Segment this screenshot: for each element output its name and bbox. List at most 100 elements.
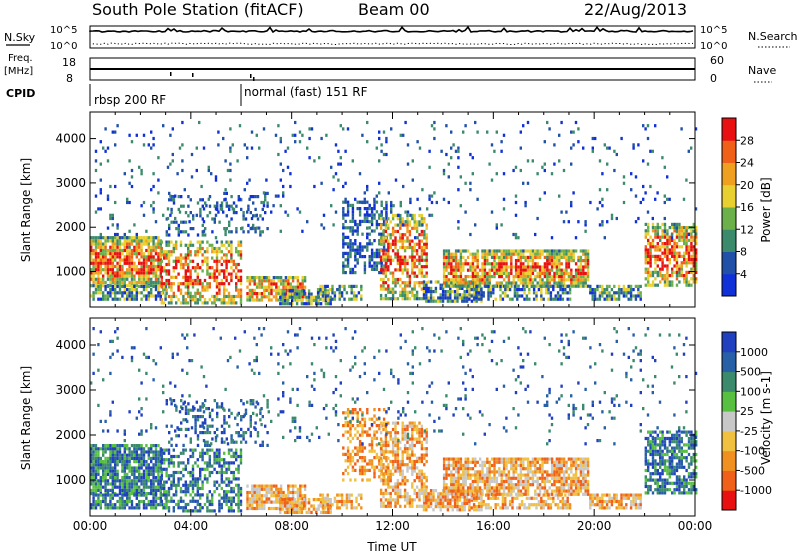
heatmap-cell: [230, 434, 233, 438]
heatmap-cell: [312, 295, 316, 299]
heatmap-cell: [589, 288, 592, 292]
heatmap-cell: [666, 197, 669, 201]
heatmap-cell: [217, 130, 220, 134]
heatmap-cell: [118, 482, 122, 486]
heatmap-cell: [675, 232, 679, 236]
heatmap-cell: [666, 235, 669, 239]
heatmap-cell: [690, 245, 693, 249]
heatmap-cell: [94, 482, 98, 486]
heatmap-cell: [361, 255, 364, 259]
heatmap-cell: [208, 424, 212, 428]
heatmap-cell: [656, 245, 659, 249]
heatmap-cell: [344, 235, 347, 239]
heatmap-cell: [254, 195, 257, 199]
heatmap-cell: [213, 301, 216, 305]
heatmap-cell: [220, 243, 223, 247]
heatmap-cell: [270, 494, 273, 498]
heatmap-cell: [265, 178, 268, 182]
heatmap-cell: [420, 255, 424, 259]
heatmap-cell: [114, 245, 117, 249]
heatmap-cell: [483, 278, 487, 282]
heatmap-cell: [656, 226, 659, 230]
heatmap-cell: [109, 506, 112, 510]
heatmap-cell: [680, 238, 683, 242]
heatmap-cell: [154, 258, 158, 262]
heatmap-cell: [516, 284, 519, 288]
heatmap-cell: [187, 214, 190, 218]
heatmap-cell: [235, 477, 238, 481]
heatmap-cell: [92, 258, 95, 262]
heatmap-cell: [225, 496, 228, 500]
heatmap-cell: [171, 127, 174, 131]
heatmap-cell: [130, 450, 134, 454]
heatmap-cell: [196, 291, 199, 295]
heatmap-cell: [596, 207, 599, 211]
heatmap-cell: [401, 220, 404, 224]
heatmap-cell: [157, 294, 160, 298]
heatmap-cell: [375, 264, 379, 268]
heatmap-cell: [574, 236, 578, 240]
heatmap-cell: [637, 143, 640, 147]
heatmap-cell: [301, 285, 304, 289]
heatmap-cell: [526, 275, 530, 279]
heatmap-cell: [102, 284, 105, 288]
heatmap-cell: [145, 444, 148, 448]
heatmap-cell: [99, 252, 102, 256]
heatmap-cell: [111, 213, 114, 217]
heatmap-cell: [671, 254, 674, 258]
heatmap-cell: [279, 298, 283, 302]
heatmap-cell: [246, 494, 249, 498]
heatmap-cell: [106, 239, 110, 243]
heatmap-cell: [211, 496, 214, 500]
heatmap-cell: [480, 288, 483, 292]
heatmap-cell: [187, 278, 190, 283]
heatmap-cell: [128, 460, 131, 464]
heatmap-cell: [123, 288, 126, 292]
heatmap-cell: [301, 279, 304, 283]
heatmap-cell: [275, 484, 278, 488]
heatmap-cell: [500, 281, 503, 285]
heatmap-cell: [270, 279, 273, 283]
heatmap-cell: [644, 191, 647, 195]
heatmap-cell: [519, 268, 523, 272]
heatmap-cell: [175, 256, 178, 260]
heatmap-cell: [661, 235, 664, 239]
heatmap-cell: [685, 280, 688, 284]
heatmap-cell: [99, 248, 102, 253]
heatmap-cell: [423, 233, 426, 237]
heatmap-cell: [568, 297, 572, 301]
heatmap-cell: [255, 506, 259, 511]
heatmap-cell: [403, 258, 407, 262]
heatmap-cell: [90, 252, 93, 256]
heatmap-cell: [366, 248, 369, 252]
heatmap-cell: [106, 506, 110, 510]
heatmap-cell: [184, 278, 187, 283]
heatmap-cell: [666, 238, 669, 242]
heatmap-cell: [166, 165, 170, 169]
heatmap-cell: [391, 274, 395, 278]
heatmap-cell: [235, 227, 238, 231]
heatmap-cell: [465, 299, 469, 303]
heatmap-cell: [94, 242, 98, 246]
heatmap-cell: [379, 242, 383, 246]
heatmap-cell: [237, 502, 240, 507]
heatmap-cell: [368, 203, 371, 207]
heatmap-cell: [147, 252, 150, 256]
heatmap-cell: [133, 288, 136, 292]
heatmap-cell: [133, 248, 136, 253]
heatmap-cell: [159, 479, 162, 483]
heatmap-cell: [656, 264, 659, 268]
heatmap-cell: [147, 236, 150, 240]
heatmap-cell: [316, 288, 320, 292]
heatmap-cell: [656, 274, 659, 278]
heatmap-cell: [546, 265, 549, 269]
heatmap-cell: [517, 265, 520, 269]
heatmap-cell: [425, 296, 428, 300]
heatmap-cell: [511, 297, 514, 301]
heatmap-cell: [152, 453, 155, 457]
heatmap-cell: [160, 298, 163, 302]
heatmap-cell: [138, 245, 141, 249]
heatmap-cell: [147, 268, 150, 272]
heatmap-cell: [670, 232, 674, 237]
heatmap-cell: [258, 146, 261, 150]
